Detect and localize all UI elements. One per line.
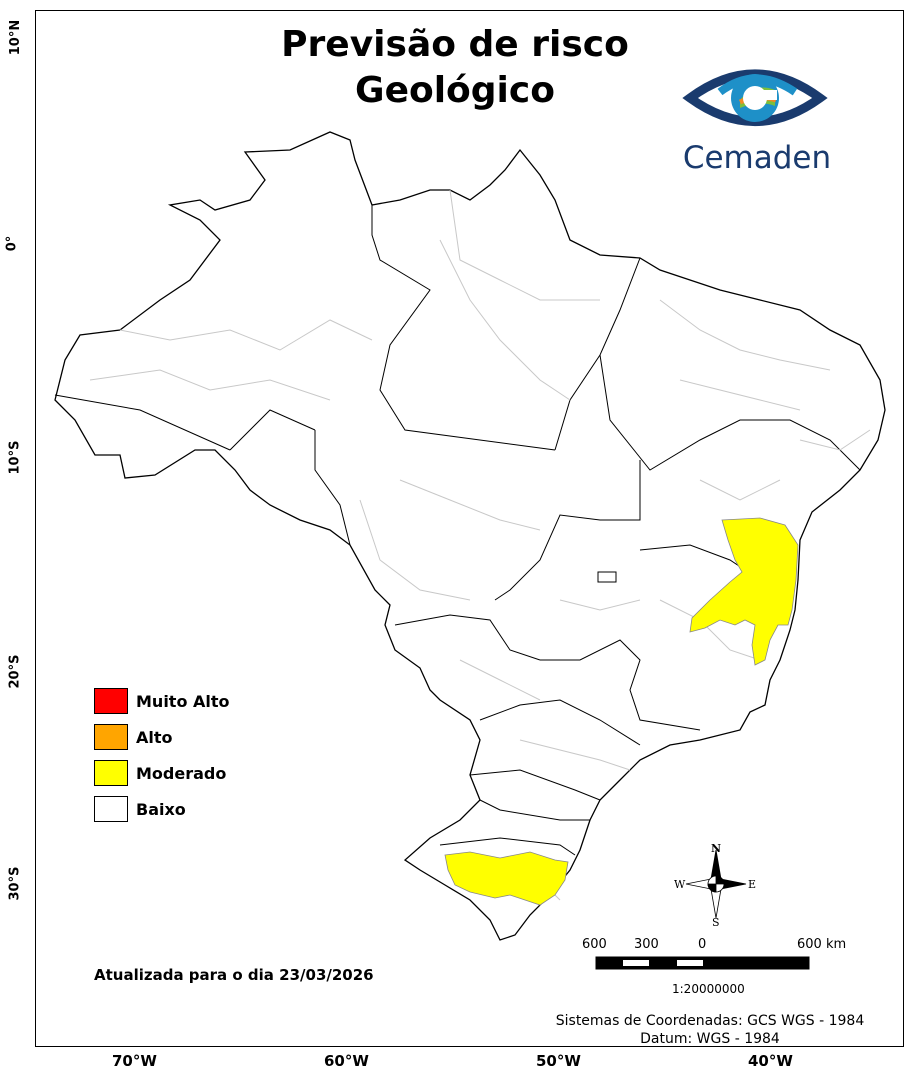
updated-date: Atualizada para o dia 23/03/2026: [94, 966, 374, 984]
legend-label: Muito Alto: [136, 691, 230, 711]
moderate-region-rs: [444, 851, 569, 906]
map-frame: [35, 10, 904, 1047]
compass-rose: [685, 849, 747, 919]
cemaden-logo-icon: [682, 69, 828, 126]
scale-ratio: 1:20000000: [672, 982, 745, 996]
lat-label: 20°S: [7, 654, 23, 689]
lat-label: 0°: [4, 235, 20, 252]
scale-tick: 300: [634, 937, 659, 952]
scale-tick: 0: [698, 937, 707, 952]
page-title: Previsão de risco Geológico: [250, 22, 660, 114]
coordinate-system: Sistemas de Coordenadas: GCS WGS - 1984 …: [520, 1012, 900, 1048]
coord-line-1: Sistemas de Coordenadas: GCS WGS - 1984: [555, 1013, 865, 1029]
lat-label: 10°N: [8, 19, 24, 56]
lat-label: 10°S: [7, 440, 23, 475]
legend-item-muito-alto: Muito Alto: [94, 683, 230, 719]
legend-item-alto: Alto: [94, 719, 230, 755]
legend-label: Baixo: [136, 799, 186, 819]
compass-s: S: [712, 916, 720, 929]
legend: Muito Alto Alto Moderado Baixo: [94, 683, 230, 827]
scale-bar: [595, 956, 810, 970]
lon-label: 70°W: [112, 1052, 157, 1070]
title-line-1: Previsão de risco: [281, 24, 629, 65]
legend-item-baixo: Baixo: [94, 791, 230, 827]
lon-label: 60°W: [324, 1052, 369, 1070]
title-line-2: Geológico: [355, 70, 555, 111]
lat-label: 30°S: [7, 866, 23, 901]
compass-e: E: [748, 878, 757, 891]
compass-n: N: [711, 842, 722, 855]
compass-w: W: [674, 878, 686, 891]
legend-label: Alto: [136, 727, 173, 747]
legend-swatch: [94, 724, 128, 750]
moderate-region-bahia: [689, 517, 799, 666]
legend-item-moderado: Moderado: [94, 755, 230, 791]
lon-label: 50°W: [536, 1052, 581, 1070]
state-borders: [54, 205, 861, 856]
coord-line-2: Datum: WGS - 1984: [640, 1031, 780, 1047]
legend-label: Moderado: [136, 763, 227, 783]
scale-tick: 600 km: [797, 937, 847, 952]
logo-text: Cemaden: [682, 140, 832, 176]
legend-swatch: [94, 688, 128, 714]
legend-swatch: [94, 760, 128, 786]
legend-swatch: [94, 796, 128, 822]
lon-label: 40°W: [748, 1052, 793, 1070]
scale-tick: 600: [582, 937, 607, 952]
